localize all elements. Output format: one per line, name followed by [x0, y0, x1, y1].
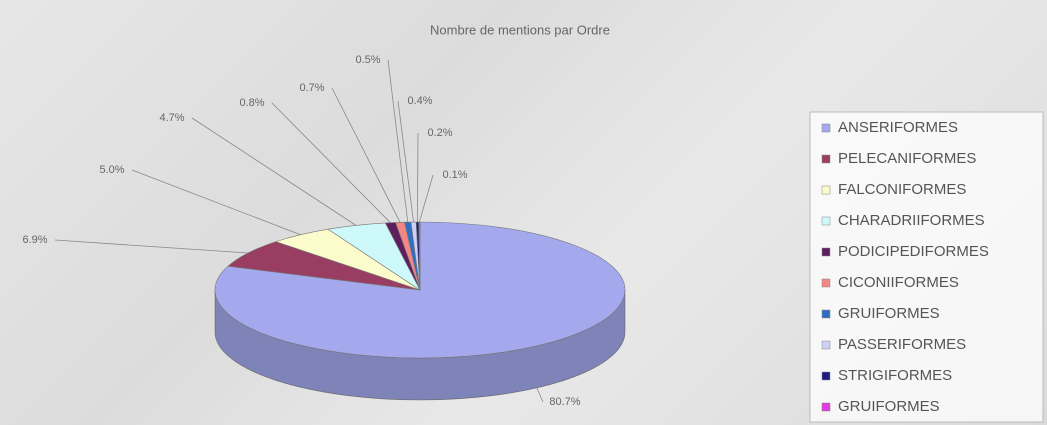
data-label: 0.2% [427, 127, 452, 139]
data-label: 0.4% [407, 95, 432, 107]
legend-swatch [821, 185, 831, 195]
legend-swatch [821, 123, 831, 133]
legend-swatch [821, 309, 831, 319]
legend-swatch [821, 216, 831, 226]
leader-line [271, 102, 391, 223]
legend-label: FALCONIFORMES [838, 181, 966, 198]
legend-label: CHARADRIIFORMES [838, 212, 985, 229]
data-label: 0.1% [442, 169, 467, 181]
leader-line [536, 387, 544, 403]
leader-line [191, 117, 357, 226]
legend-swatch [821, 247, 831, 257]
legend-label: PODICIPEDIFORMES [838, 243, 989, 260]
leader-line [417, 132, 419, 223]
legend-label: PELECANIFORMES [838, 150, 976, 167]
legend-label: ANSERIFORMES [838, 119, 958, 136]
leader-line [54, 239, 248, 254]
legend-label: GRUIFORMES [838, 398, 940, 415]
leader-line [131, 169, 301, 236]
legend-swatch [821, 154, 831, 164]
leader-line [387, 59, 409, 223]
legend-label: GRUIFORMES [838, 305, 940, 322]
data-label: 5.0% [99, 164, 124, 176]
data-label: 0.7% [299, 82, 324, 94]
legend-label: CICONIIFORMES [838, 274, 959, 291]
legend-box [809, 111, 1044, 423]
legend-swatch [821, 340, 831, 350]
legend-swatch [821, 371, 831, 381]
data-label: 0.5% [355, 54, 380, 66]
leader-line [418, 174, 434, 223]
data-label: 80.7% [549, 396, 580, 408]
legend-swatch [821, 402, 831, 412]
leader-line [331, 87, 401, 223]
data-label: 0.8% [239, 97, 264, 109]
data-label: 6.9% [22, 234, 47, 246]
chart-title: Nombre de mentions par Ordre [430, 22, 610, 37]
data-label: 4.7% [159, 112, 184, 124]
legend-label: PASSERIFORMES [838, 336, 966, 353]
legend-swatch [821, 278, 831, 288]
legend-label: STRIGIFORMES [838, 367, 952, 384]
leader-line [397, 100, 414, 223]
pie-slice [214, 221, 626, 359]
pie-slice-shade [215, 290, 625, 400]
